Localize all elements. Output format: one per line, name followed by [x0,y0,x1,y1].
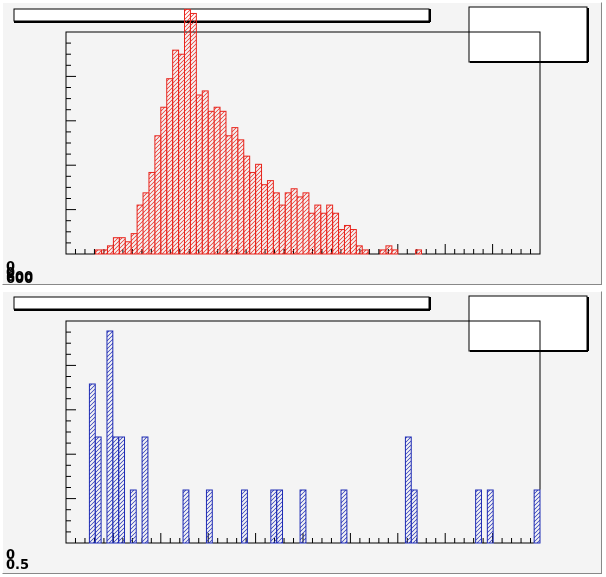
top-histogram-bin [379,249,387,255]
bottom-histogram-bin [533,489,541,544]
top-histogram-bin [278,204,286,255]
top-histogram-bin [308,212,316,255]
bottom-histogram-bin [299,489,307,544]
top-histogram-bin [296,196,304,255]
bottom-histogram-bin [118,436,126,544]
top-histogram-bin [184,8,191,255]
top-histogram-bin [355,245,363,255]
top-histogram-bin [178,53,185,255]
top-histogram-bin [207,110,215,255]
top-histogram-bin [130,233,138,255]
top-histogram-bin [361,249,369,255]
bottom-histogram-bin [276,489,284,544]
top-histogram-bin [160,106,168,255]
bottom-histogram-bars [88,330,541,544]
top-histogram-bin [136,204,144,255]
top-histogram-bin [172,49,180,255]
top-histogram-bin [243,155,251,255]
top-histogram-bin [101,249,108,255]
top-histogram-bin [385,245,393,255]
top-histogram-bars [95,8,423,255]
top-y-axis [66,31,76,255]
bottom-histogram-bin [404,436,412,544]
top-histogram-bin [112,237,120,255]
bottom-histogram-bin [205,489,213,544]
bottom-histogram-bin [88,383,96,544]
bottom-histogram-bin [141,436,149,544]
top-histogram-bin [166,78,174,255]
top-histogram-bin [332,212,340,255]
top-histogram-bin [189,12,197,255]
bottom-histogram-bin [182,489,190,544]
bottom-histogram-bin [241,489,248,544]
top-histogram-bin [349,229,357,255]
top-histogram-bin [391,249,399,255]
top-histogram-bin [118,237,126,255]
top-histogram-bin [272,192,280,255]
top-histogram-bin [266,180,274,255]
top-histogram-bin [284,192,292,255]
top-histogram-bin [314,204,322,255]
bottom-x-tick-label: 0.5 [6,558,29,573]
top-x-tick-label-b: 600 [6,272,33,287]
bottom-histogram-bin [410,489,418,544]
top-histogram-bin [326,204,334,255]
top-histogram-bin [213,106,221,255]
top-histogram-bin [261,184,268,255]
top-histogram-bin [415,249,423,255]
top-histogram-bin [106,245,114,255]
bottom-histogram-bin [106,330,114,544]
top-x-tick-label-a: 600 [6,270,33,285]
top-histogram-bin [219,110,227,255]
top-histogram-bin [320,212,328,255]
bottom-histogram-bin [129,489,137,544]
top-histogram-bin [290,188,298,255]
bottom-histogram-bin [486,489,494,544]
top-histogram-bin [249,171,257,255]
top-histogram-bin [302,192,310,255]
bottom-y-tick-label: 0 [6,548,15,563]
top-histogram-bin [231,127,239,255]
bottom-histogram-bin [475,489,482,544]
top-histogram-bin [255,163,263,255]
bottom-y-axis [66,320,76,544]
bottom-histogram-bin [112,436,120,544]
bottom-histogram-bin [270,489,278,544]
top-histogram-bin [225,135,233,255]
top-histogram-bin [95,249,103,255]
bottom-title-box [13,296,431,311]
top-y-tick-label: 0 [6,260,15,275]
top-histogram-bin [124,241,132,255]
top-histogram-bin [154,135,162,255]
bottom-histogram-bin [340,489,348,544]
top-histogram-bin [195,94,203,255]
top-stats-box [468,6,589,63]
top-histogram-bin [237,139,245,255]
bottom-stats-box [468,295,589,352]
top-histogram-bin [343,224,351,255]
top-histogram-bin [142,192,150,255]
top-histogram-bin [338,229,345,255]
bottom-histogram-bin [94,436,102,544]
top-histogram-bin [201,90,209,255]
top-x-tick-label-c: 0 [6,266,15,281]
top-histogram-bin [148,171,156,255]
top-title-box [13,8,431,23]
